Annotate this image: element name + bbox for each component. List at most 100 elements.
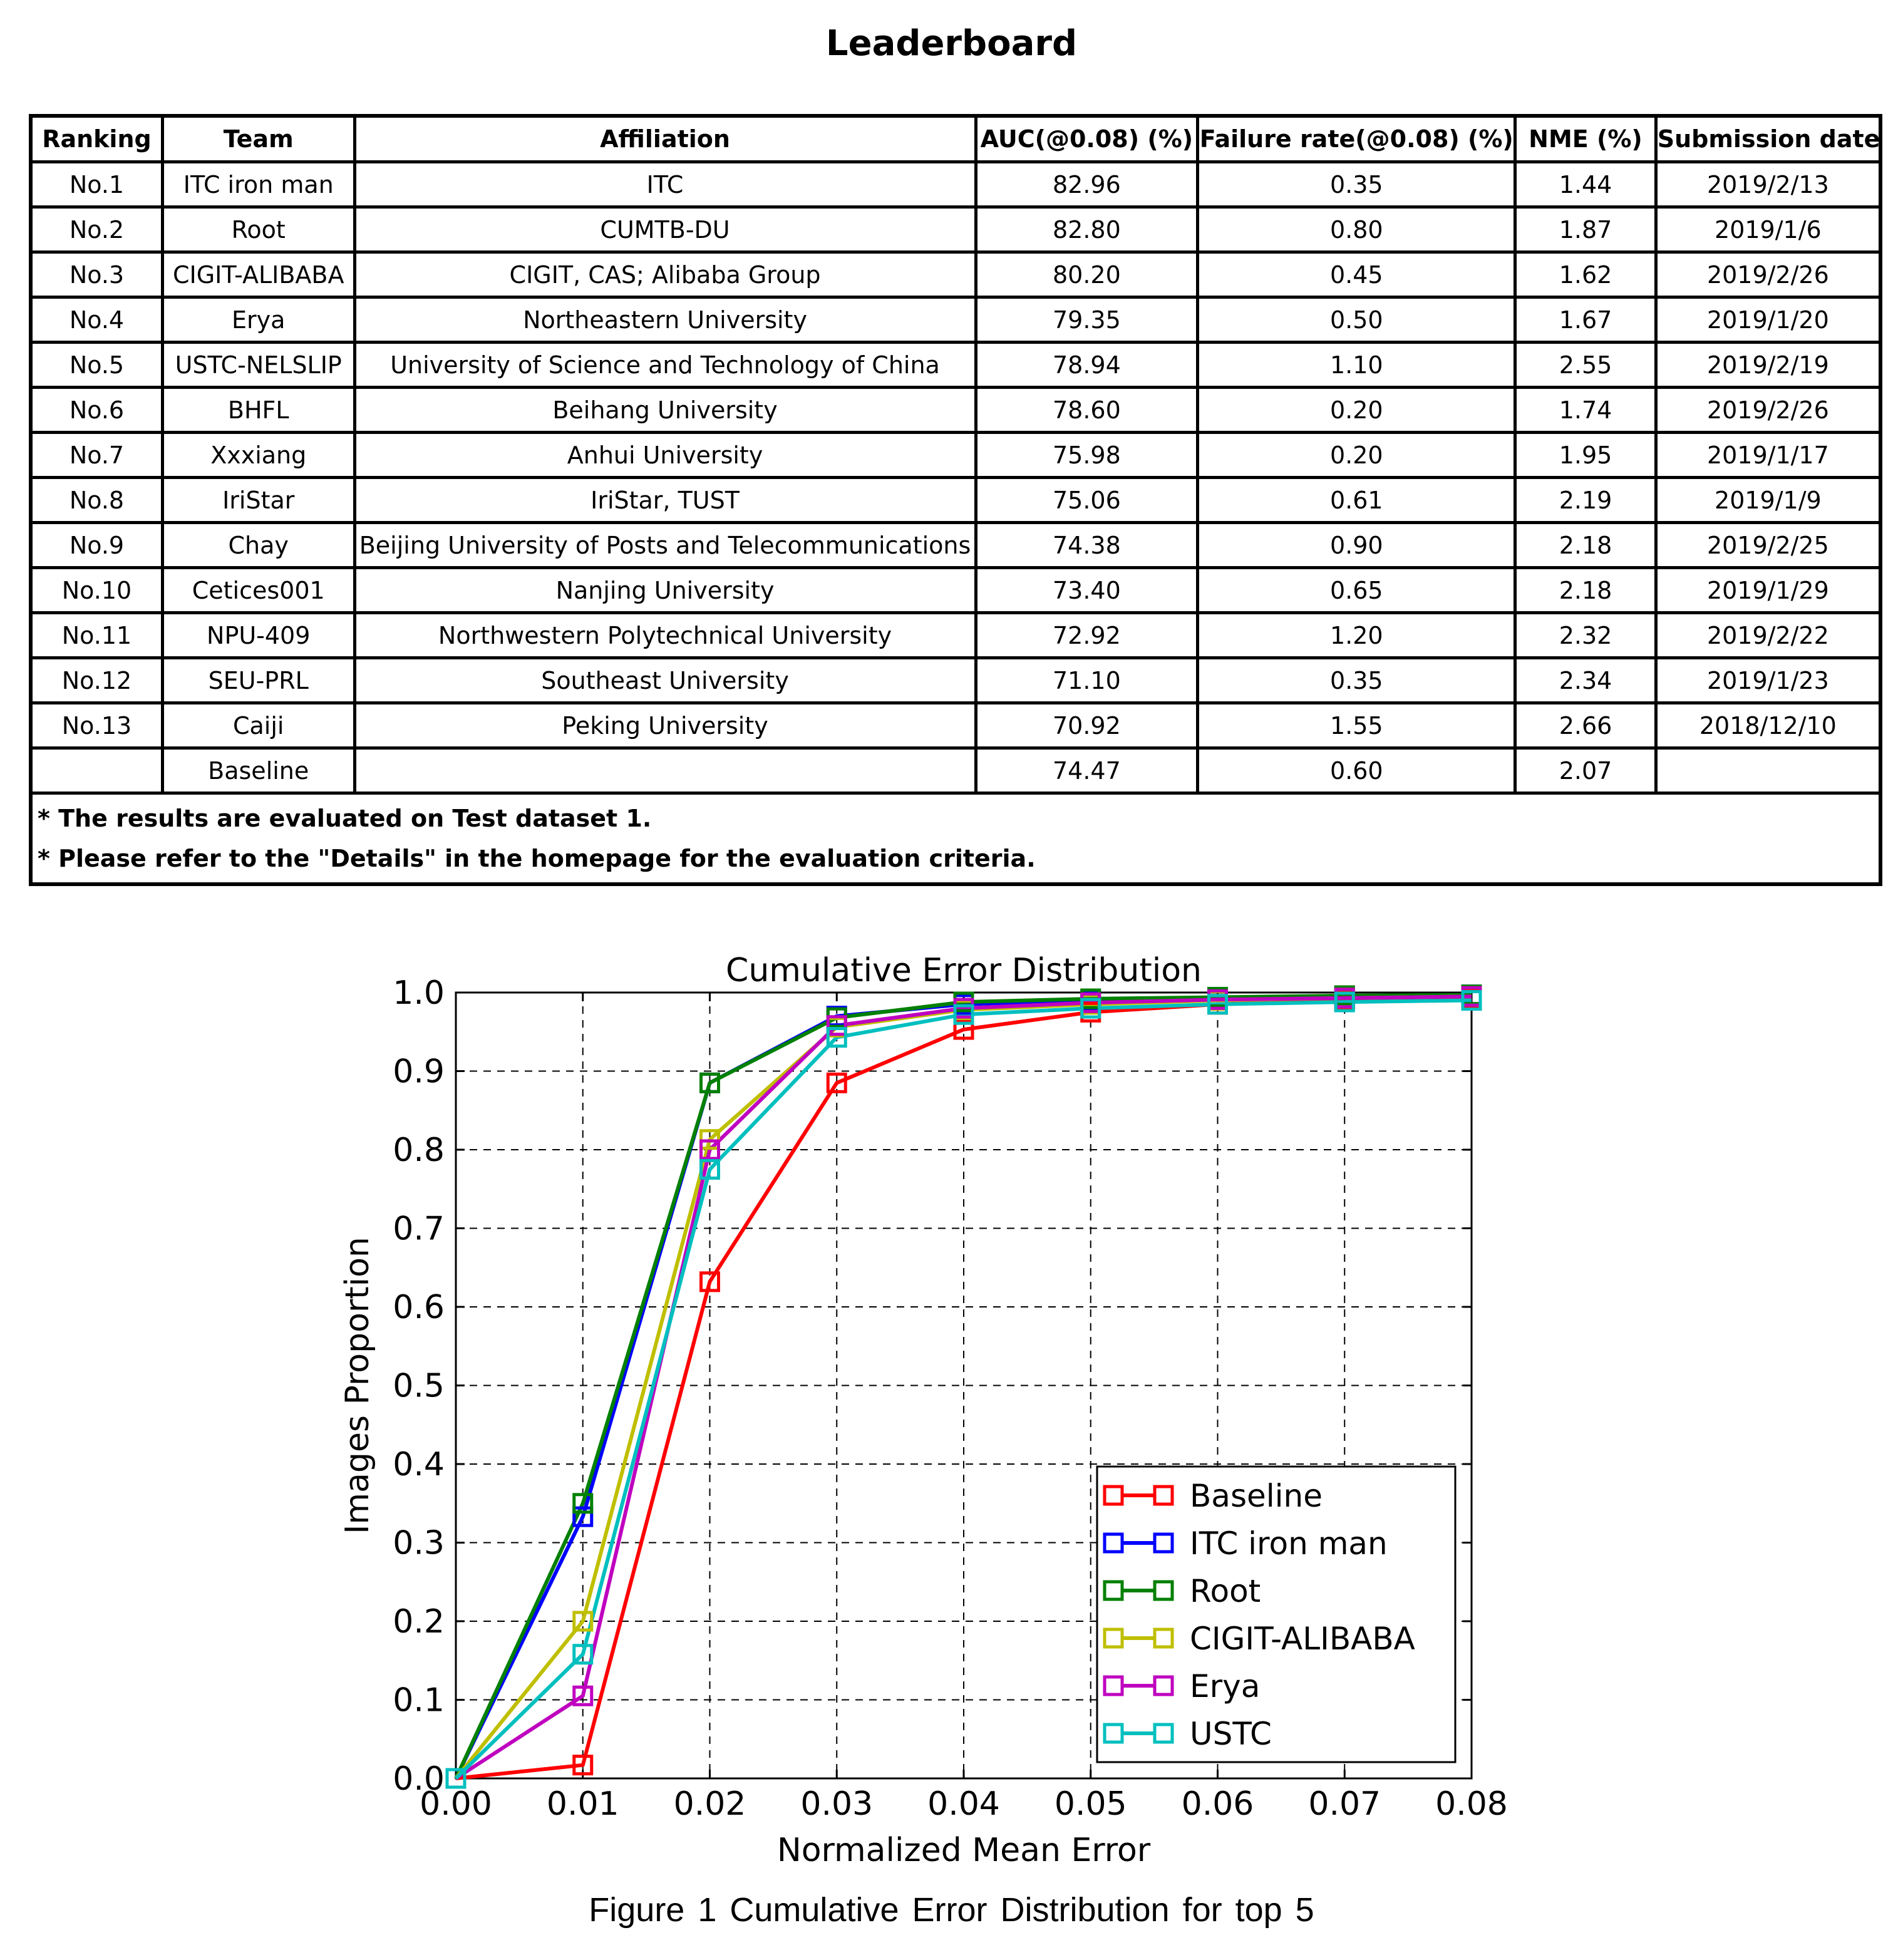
x-tick-label: 0.05	[1055, 1785, 1127, 1823]
cell-failure-rate: 0.61	[1196, 476, 1517, 524]
table-row: No.12 SEU-PRL Southeast University 71.10 0.3…	[29, 656, 1882, 704]
cell-team: BHFL	[160, 386, 356, 434]
cell-nme: 2.55	[1514, 341, 1658, 389]
header-auc: AUC(@0.08) (%)	[974, 114, 1200, 163]
y-tick-label: 0.3	[393, 1525, 445, 1562]
cell-affiliation: Peking University	[353, 701, 977, 750]
cell-auc: 73.40	[974, 566, 1200, 614]
cell-submission-date: 2019/2/26	[1654, 386, 1882, 434]
cell-ranking: No.12	[29, 656, 164, 704]
series-line-erya	[455, 994, 1472, 1780]
marker-baseline	[826, 1072, 847, 1093]
legend-marker-ustc	[1103, 1723, 1124, 1744]
cell-ranking: No.5	[29, 341, 164, 389]
cell-auc: 82.96	[974, 160, 1200, 209]
y-tick-label: 0.0	[393, 1760, 445, 1798]
x-tick-label: 0.04	[927, 1785, 1000, 1823]
marker-baseline	[953, 1019, 974, 1040]
cell-team: NPU-409	[160, 611, 356, 659]
legend-label-itc-iron-man: ITC iron man	[1190, 1525, 1388, 1562]
cell-failure-rate: 0.45	[1196, 250, 1517, 299]
legend-marker-root	[1153, 1580, 1174, 1601]
header-ranking: Ranking	[29, 114, 164, 163]
cell-nme: 1.95	[1514, 431, 1658, 479]
legend-marker-erya	[1153, 1675, 1174, 1696]
cell-nme: 1.62	[1514, 250, 1658, 299]
cell-failure-rate: 0.65	[1196, 566, 1517, 614]
y-tick-label: 0.5	[393, 1368, 445, 1405]
header-team: Team	[160, 114, 356, 163]
legend-label-cigit-alibaba: CIGIT-ALIBABA	[1190, 1621, 1415, 1657]
marker-erya	[699, 1139, 720, 1160]
cell-ranking: No.1	[29, 160, 164, 209]
table-row: No.5 USTC-NELSLIP University of Science an…	[29, 341, 1882, 389]
y-axis-label: Images Proportion	[339, 1237, 376, 1534]
legend-box	[1096, 1465, 1457, 1763]
y-tick-label: 0.9	[393, 1053, 445, 1091]
table-row: No.7 Xxxiang Anhui University 75.98 0.20 1.95…	[29, 431, 1882, 479]
cell-ranking: No.6	[29, 386, 164, 434]
cell-auc: 82.80	[974, 205, 1200, 254]
table-row: No.8 IriStar IriStar, TUST 75.06 0.61 2.19 201…	[29, 476, 1882, 524]
table-row: No.6 BHFL Beihang University 78.60 0.20 1.74 2…	[29, 386, 1882, 434]
cell-ranking: No.8	[29, 476, 164, 524]
cell-failure-rate: 0.35	[1196, 656, 1517, 704]
cell-failure-rate: 0.60	[1196, 746, 1517, 795]
cell-affiliation: Northeastern University	[353, 296, 977, 344]
table-row: No.11 NPU-409 Northwestern Polytechnical U…	[29, 611, 1882, 659]
legend-marker-ustc	[1153, 1723, 1174, 1744]
header-submission-date: Submission date	[1654, 114, 1882, 163]
marker-ustc	[572, 1644, 594, 1665]
legend-label-root: Root	[1190, 1573, 1261, 1609]
legend-marker-cigit-alibaba	[1153, 1627, 1174, 1649]
marker-erya	[572, 1685, 594, 1706]
cell-nme: 2.07	[1514, 746, 1658, 795]
legend-marker-root	[1103, 1580, 1124, 1601]
cell-submission-date: 2019/1/20	[1654, 296, 1882, 344]
cell-affiliation: Nanjing University	[353, 566, 977, 614]
legend-marker-itc-iron-man	[1103, 1532, 1124, 1554]
x-tick-label: 0.03	[800, 1785, 873, 1823]
cell-team: Cetices001	[160, 566, 356, 614]
cell-nme: 2.18	[1514, 566, 1658, 614]
cell-affiliation: University of Science and Technology of …	[353, 341, 977, 389]
table-row: No.4 Erya Northeastern University 79.35 0.50…	[29, 296, 1882, 344]
cell-affiliation: Beijing University of Posts and Telecomm…	[353, 521, 977, 569]
cell-failure-rate: 1.20	[1196, 611, 1517, 659]
header-nme: NME (%)	[1514, 114, 1658, 163]
cell-submission-date: 2018/12/10	[1654, 701, 1882, 750]
cell-nme: 2.32	[1514, 611, 1658, 659]
table-row: No.2 Root CUMTB-DU 82.80 0.80 1.87 2019/1/6	[29, 205, 1882, 254]
y-tick-label: 1.0	[393, 974, 445, 1012]
y-tick-label: 0.7	[393, 1210, 445, 1248]
marker-ustc	[699, 1158, 720, 1180]
marker-ustc	[953, 1004, 974, 1025]
marker-root	[572, 1493, 594, 1514]
cell-team: Baseline	[160, 746, 356, 795]
cell-team: IriStar	[160, 476, 356, 524]
legend-marker-itc-iron-man	[1153, 1532, 1174, 1554]
marker-ustc	[445, 1768, 467, 1789]
cell-failure-rate: 0.80	[1196, 205, 1517, 254]
cell-ranking: No.7	[29, 431, 164, 479]
cell-nme: 2.19	[1514, 476, 1658, 524]
cell-affiliation: CUMTB-DU	[353, 205, 977, 254]
cell-affiliation	[353, 746, 977, 795]
cell-nme: 1.67	[1514, 296, 1658, 344]
marker-baseline	[572, 1755, 594, 1776]
marker-ustc	[826, 1027, 847, 1048]
cell-ranking: No.2	[29, 205, 164, 254]
marker-baseline	[699, 1271, 720, 1292]
cell-auc: 70.92	[974, 701, 1200, 750]
cell-nme: 1.87	[1514, 205, 1658, 254]
cell-auc: 72.92	[974, 611, 1200, 659]
cell-affiliation: Northwestern Polytechnical University	[353, 611, 977, 659]
cell-nme: 2.34	[1514, 656, 1658, 704]
cell-submission-date: 2019/2/19	[1654, 341, 1882, 389]
table-row: No.13 Caiji Peking University 70.92 1.55 2.66…	[29, 701, 1882, 750]
cell-failure-rate: 0.90	[1196, 521, 1517, 569]
x-axis-label: Normalized Mean Error	[777, 1832, 1151, 1869]
marker-erya	[826, 1015, 847, 1036]
cell-failure-rate: 0.20	[1196, 431, 1517, 479]
cell-failure-rate: 0.20	[1196, 386, 1517, 434]
